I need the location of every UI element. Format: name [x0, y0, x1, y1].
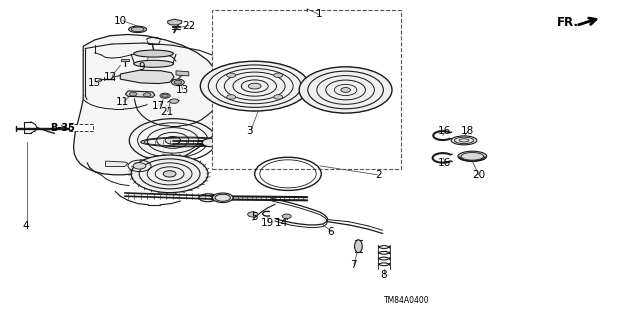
Text: 16: 16	[438, 126, 451, 137]
Text: 15: 15	[88, 78, 101, 88]
Ellipse shape	[163, 171, 176, 177]
Text: TM84A0400: TM84A0400	[383, 296, 429, 305]
Polygon shape	[176, 71, 189, 76]
Circle shape	[227, 73, 236, 78]
Ellipse shape	[248, 83, 261, 89]
Text: 5: 5	[252, 212, 258, 222]
Circle shape	[282, 214, 291, 219]
Text: FR.: FR.	[557, 16, 579, 29]
Circle shape	[227, 95, 236, 99]
Circle shape	[274, 73, 283, 78]
Circle shape	[129, 92, 137, 96]
Text: 11: 11	[116, 97, 129, 107]
Circle shape	[174, 80, 182, 84]
Polygon shape	[106, 161, 128, 167]
FancyBboxPatch shape	[69, 124, 93, 131]
Circle shape	[172, 79, 184, 85]
Text: 22: 22	[182, 21, 195, 31]
Polygon shape	[125, 91, 155, 97]
Polygon shape	[168, 19, 182, 25]
Circle shape	[160, 93, 170, 98]
Text: 6: 6	[327, 227, 333, 237]
Circle shape	[248, 212, 258, 217]
Text: 4: 4	[22, 221, 29, 232]
Circle shape	[165, 137, 180, 144]
Text: 14: 14	[275, 218, 288, 228]
Text: 1: 1	[316, 9, 322, 19]
Ellipse shape	[134, 50, 173, 57]
Ellipse shape	[131, 27, 144, 32]
Polygon shape	[74, 34, 224, 175]
Ellipse shape	[131, 155, 208, 193]
Text: 18: 18	[461, 126, 474, 137]
Ellipse shape	[134, 60, 173, 67]
Text: 13: 13	[176, 85, 189, 95]
Ellipse shape	[200, 61, 309, 111]
Ellipse shape	[212, 193, 233, 203]
Text: 17: 17	[152, 101, 165, 111]
Circle shape	[162, 94, 168, 97]
Bar	[212, 10, 401, 169]
Ellipse shape	[451, 136, 477, 145]
Text: 19: 19	[261, 218, 274, 228]
Text: B-35: B-35	[51, 123, 75, 133]
Polygon shape	[120, 70, 174, 84]
Circle shape	[274, 95, 283, 99]
Ellipse shape	[300, 67, 392, 113]
Ellipse shape	[458, 151, 486, 161]
Circle shape	[170, 99, 179, 103]
Ellipse shape	[129, 26, 147, 33]
Circle shape	[143, 93, 151, 97]
Circle shape	[133, 163, 146, 169]
Text: 12: 12	[104, 71, 116, 82]
Ellipse shape	[202, 138, 220, 147]
Text: 10: 10	[114, 16, 127, 26]
Text: 2: 2	[376, 170, 382, 181]
Text: 21: 21	[160, 107, 173, 117]
Ellipse shape	[199, 194, 217, 202]
Text: 16: 16	[438, 158, 451, 168]
Text: 8: 8	[381, 270, 387, 280]
Text: 20: 20	[472, 170, 485, 181]
Text: 7: 7	[351, 260, 357, 271]
Ellipse shape	[355, 240, 362, 253]
Ellipse shape	[341, 87, 351, 93]
Polygon shape	[121, 59, 129, 61]
Text: 3: 3	[246, 126, 253, 136]
Text: 9: 9	[139, 62, 145, 72]
